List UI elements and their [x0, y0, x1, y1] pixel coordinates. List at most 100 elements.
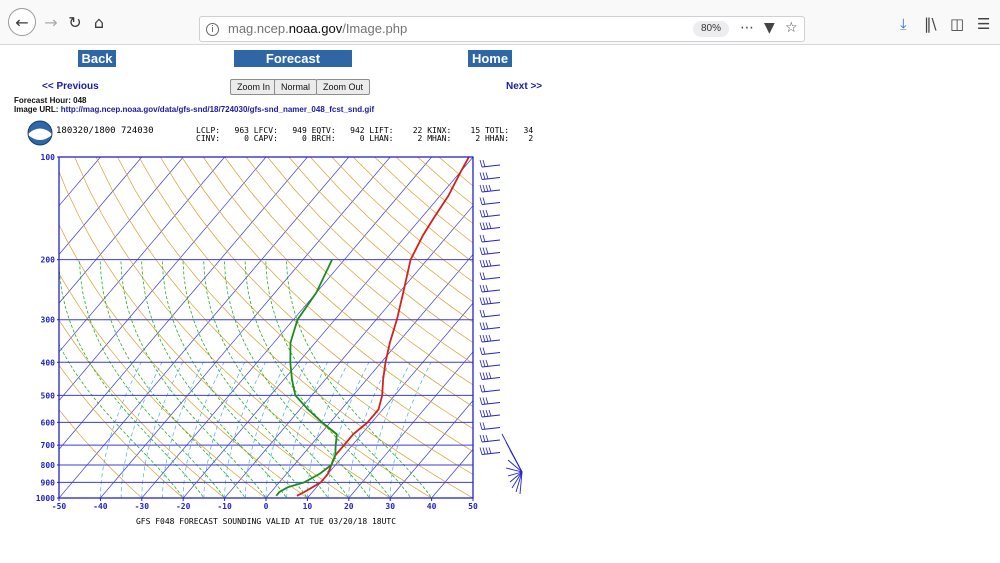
image-url-link[interactable]: http://mag.ncep.noaa.gov/data/gfs-snd/18…: [60, 105, 375, 114]
wind-barb-flag: [479, 372, 483, 380]
wind-barb-flag: [479, 297, 483, 305]
mixing-ratio-line: [224, 362, 266, 498]
station-line: 180320/1800 724030: [56, 126, 154, 136]
back-button[interactable]: Back: [78, 50, 116, 67]
dry-adiabat-line: [395, 157, 473, 225]
wind-barb: [479, 222, 501, 230]
mixing-ratio-line: [265, 362, 308, 498]
wind-barb-flag: [479, 247, 483, 255]
low-level-wind-fan: [501, 433, 523, 495]
temperature-tick-label: -40: [93, 502, 108, 511]
dry-adiabat-line: [59, 272, 267, 498]
mixing-ratio-line: [203, 362, 246, 498]
forecast-soundings-button[interactable]: Forecast Soundings: [234, 50, 352, 83]
wind-barb-flag: [479, 234, 483, 243]
dry-adiabat-line: [267, 157, 473, 344]
site-info-icon[interactable]: i: [206, 23, 219, 36]
wind-barb-flag: [488, 409, 492, 417]
temperature-tick-label: 40: [427, 502, 437, 511]
dry-adiabat-line: [95, 157, 433, 498]
wind-fan-ray: [509, 471, 523, 483]
moist-adiabat-line: [223, 259, 370, 498]
noaa-logo-icon: [27, 120, 53, 146]
isotherm-line: [348, 351, 473, 498]
menu-icon[interactable]: ☰: [977, 15, 991, 33]
wind-barb: [479, 372, 501, 380]
indices-row-1: LCLP: 963 LFCV: 949 EQTV: 942 LIFT: 22 K…: [196, 126, 533, 135]
mixing-ratio-line: [100, 362, 142, 498]
wind-barb-flag: [485, 322, 489, 330]
wind-barb: [479, 259, 501, 268]
image-url-label: Image URL:: [14, 105, 59, 114]
wind-barb-flag: [479, 409, 483, 418]
isotherm-line: [59, 157, 184, 304]
wind-barb-flag: [479, 397, 483, 405]
wind-barb-flag: [488, 222, 492, 229]
wind-barb: [479, 159, 501, 168]
wind-barb-flag: [485, 372, 489, 380]
wind-barb-flag: [482, 434, 486, 442]
bookmark-star-icon[interactable]: ☆: [785, 20, 798, 36]
temperature-tick-label: 10: [303, 502, 313, 511]
reload-icon[interactable]: ↻: [68, 12, 82, 32]
wind-barb-flag: [482, 234, 486, 242]
dry-adiabat-line: [202, 157, 473, 408]
dry-adiabat-line: [310, 157, 473, 303]
previous-link[interactable]: << Previous: [42, 81, 99, 92]
wind-barb-flag: [479, 322, 483, 330]
wind-barb-flag: [485, 359, 489, 367]
wind-barb-flag: [482, 172, 486, 180]
wind-barb-flag: [479, 259, 483, 268]
moist-adiabat-line: [286, 259, 433, 498]
zoom-out-button[interactable]: Zoom Out: [316, 79, 371, 95]
wind-barb-flag: [479, 434, 483, 443]
wind-barb: [479, 197, 501, 205]
browser-forward-icon[interactable]: →: [44, 12, 58, 32]
home-icon[interactable]: ⌂: [93, 12, 105, 32]
pressure-tick-label: 500: [41, 391, 56, 400]
dry-adiabat-line: [74, 157, 391, 498]
wind-barb-flag: [482, 272, 486, 280]
wind-barb-flag: [482, 397, 486, 405]
wind-barb-flag: [482, 297, 486, 305]
page-actions-icon[interactable]: ⋯: [740, 20, 754, 36]
dry-adiabat-line: [224, 157, 473, 386]
pressure-tick-label: 600: [41, 418, 56, 427]
sidebar-icon[interactable]: ◫: [950, 15, 965, 33]
wind-barb: [479, 384, 501, 393]
wind-barb-flag: [482, 209, 486, 217]
wind-barb: [479, 247, 501, 255]
mixing-ratio-line: [244, 362, 287, 498]
zoom-level-badge[interactable]: 80%: [693, 21, 730, 37]
mixing-ratio-line: [120, 362, 163, 498]
dry-adiabat-line: [288, 157, 473, 323]
wind-barb-flag: [479, 159, 483, 168]
pocket-icon[interactable]: ▼: [764, 20, 775, 36]
mixing-ratio-line: [141, 362, 183, 498]
wind-barb: [479, 422, 501, 430]
wind-barb-flag: [485, 172, 489, 180]
wind-barb-flag: [479, 222, 483, 230]
isotherm-line: [59, 157, 225, 353]
isotherm-line: [389, 400, 473, 498]
dry-adiabat-line: [59, 223, 309, 498]
home-button[interactable]: Home: [468, 50, 512, 67]
dry-adiabat-line: [417, 157, 473, 206]
next-link[interactable]: Next >>: [506, 81, 543, 92]
url-bar[interactable]: i mag.ncep.noaa.gov/Image.php 80% ⋯ ▼ ☆: [199, 16, 805, 42]
dry-adiabat-line: [59, 364, 184, 498]
normal-button[interactable]: Normal: [274, 79, 318, 95]
wind-barb: [479, 184, 501, 193]
wind-barb-flag: [485, 209, 489, 217]
wind-barb: [479, 397, 501, 405]
url-text[interactable]: mag.ncep.noaa.gov/Image.php: [228, 21, 408, 36]
temperature-tick-label: -30: [135, 502, 150, 511]
pressure-tick-label: 300: [41, 316, 56, 325]
moist-adiabat-line: [244, 259, 391, 498]
downloads-icon[interactable]: ⤓: [900, 15, 907, 33]
library-icon[interactable]: ‖\: [924, 15, 937, 33]
wind-barb-flag: [482, 184, 486, 192]
zoom-in-button[interactable]: Zoom In: [230, 79, 278, 95]
browser-back-icon[interactable]: ←: [8, 8, 36, 36]
pressure-tick-label: 800: [41, 461, 56, 470]
